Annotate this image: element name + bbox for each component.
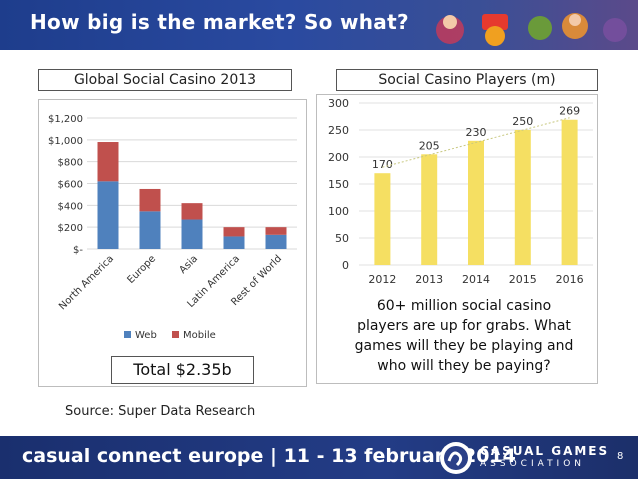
y-tick-label: 150 [328, 178, 349, 191]
x-tick-label: 2012 [368, 273, 396, 286]
org-name-line2: ASSOCIATION [480, 459, 586, 469]
legend-label: Web [135, 330, 157, 341]
cga-logo-icon [440, 442, 472, 474]
market-chart: $- $200 $400 $600 $800 $1,000 $1,200 North Amer… [48, 114, 297, 341]
y-tick-label: $600 [58, 180, 83, 191]
legend-swatch [124, 331, 131, 338]
bar [514, 130, 531, 265]
x-tick-label: Europe [125, 253, 158, 286]
y-tick-label: 250 [328, 124, 349, 137]
y-tick-label: 100 [328, 205, 349, 218]
right-chart-title: Social Casino Players (m) [336, 69, 598, 91]
bar [421, 154, 438, 265]
data-label: 205 [419, 139, 440, 152]
data-label: 269 [559, 105, 580, 118]
y-tick-label: $800 [58, 158, 83, 169]
bar-web [265, 234, 287, 249]
x-tick-label: Asia [178, 253, 201, 276]
bar-mobile [223, 227, 245, 237]
total-badge: Total $2.35b [111, 356, 254, 384]
bar-mobile [139, 188, 161, 212]
bar-web [181, 219, 203, 249]
legend-label: Mobile [183, 330, 216, 341]
players-chart-box: 0 50 100 150 200 250 300 170 2012 205 2013 230 2014 2… [316, 94, 598, 384]
players-chart: 0 50 100 150 200 250 300 170 2012 205 2013 230 2014 2… [328, 97, 593, 286]
x-tick-label: North America [57, 253, 116, 312]
slide-title: How big is the market? So what? [30, 10, 409, 34]
slide-footer: casual connect europe | 11 - 13 february… [0, 436, 638, 479]
data-label: 230 [466, 126, 487, 139]
y-tick-label: 0 [342, 259, 349, 272]
data-label: 250 [512, 115, 533, 128]
bar-mobile [181, 203, 203, 220]
trendline [382, 117, 570, 168]
legend-swatch [172, 331, 179, 338]
y-tick-label: 50 [335, 232, 349, 245]
note-line-1: 60+ million social casino [376, 298, 552, 314]
y-tick-label: 200 [328, 151, 349, 164]
y-tick-label: $1,200 [48, 114, 83, 125]
bar [468, 140, 484, 265]
event-banner: casual connect europe | 11 - 13 february… [22, 445, 516, 467]
bar-mobile [97, 142, 119, 182]
x-tick-label: 2014 [462, 273, 490, 286]
source-text: Source: Super Data Research [65, 404, 256, 419]
players-note: 60+ million social casino players are up… [333, 296, 595, 376]
bar-web [139, 211, 161, 249]
market-chart-box: $- $200 $400 $600 $800 $1,000 $1,200 North Amer… [38, 99, 307, 387]
left-chart-title: Global Social Casino 2013 [38, 69, 292, 91]
page-number: 8 [617, 451, 624, 462]
note-line-4: who will they be paying? [377, 358, 551, 374]
y-tick-label: $1,000 [48, 136, 83, 147]
header-decoration [436, 13, 627, 46]
y-tick-label: 300 [328, 97, 349, 110]
bar [374, 173, 391, 265]
bar [561, 119, 578, 266]
bar-web [97, 181, 119, 249]
slide-header: How big is the market? So what? [0, 0, 638, 50]
bar-mobile [265, 227, 287, 235]
data-label: 170 [372, 158, 393, 171]
note-line-2: players are up for grabs. What [357, 318, 571, 334]
x-tick-label: 2013 [415, 273, 443, 286]
y-tick-label: $400 [58, 201, 83, 212]
y-tick-label: $200 [58, 223, 83, 234]
x-tick-label: 2016 [556, 273, 584, 286]
x-tick-label: 2015 [509, 273, 537, 286]
y-tick-label: $- [73, 245, 83, 256]
org-name-line1: CASUAL GAMES [480, 444, 610, 458]
note-line-3: games will they be playing and [354, 338, 574, 354]
bar-web [223, 236, 245, 249]
